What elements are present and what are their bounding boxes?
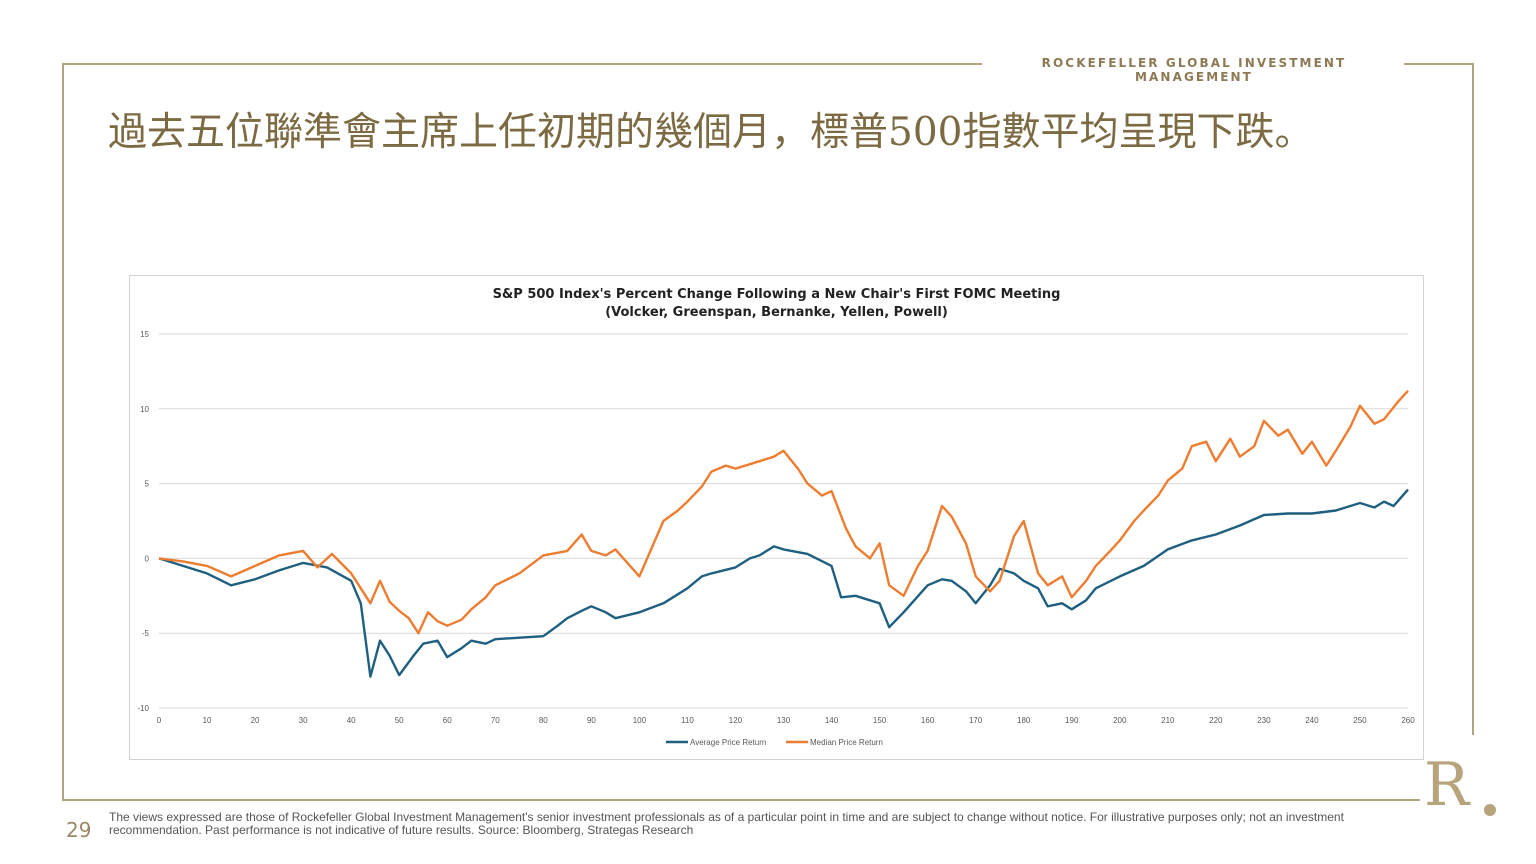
x-tick-label: 10: [203, 716, 212, 725]
rockefeller-logo: R: [1422, 750, 1502, 822]
x-tick-label: 110: [681, 716, 694, 725]
x-tick-label: 190: [1065, 716, 1079, 725]
page-number: 29: [66, 818, 92, 842]
y-tick-label: 10: [140, 405, 149, 414]
logo-dot: [1484, 804, 1496, 816]
x-tick-label: 120: [729, 716, 743, 725]
x-tick-label: 250: [1353, 716, 1367, 725]
x-tick-label: 80: [539, 716, 548, 725]
x-tick-label: 60: [443, 716, 452, 725]
x-tick-label: 100: [633, 716, 647, 725]
disclaimer-text: The views expressed are those of Rockefe…: [109, 810, 1344, 837]
y-tick-label: -10: [137, 704, 149, 713]
x-tick-label: 50: [395, 716, 404, 725]
x-tick-label: 0: [157, 716, 162, 725]
legend-label: Average Price Return: [690, 738, 766, 747]
chart-container: S&P 500 Index's Percent Change Following…: [129, 275, 1424, 760]
chart-subtitle: (Volcker, Greenspan, Bernanke, Yellen, P…: [605, 305, 948, 320]
x-tick-label: 230: [1257, 716, 1271, 725]
y-tick-label: 15: [140, 330, 149, 339]
x-tick-label: 170: [969, 716, 983, 725]
series-line-median: [158, 389, 1409, 635]
series-line-average: [158, 488, 1409, 678]
x-tick-label: 260: [1401, 716, 1415, 725]
chart-title: S&P 500 Index's Percent Change Following…: [492, 287, 1061, 302]
x-tick-label: 200: [1113, 716, 1127, 725]
x-tick-label: 20: [251, 716, 260, 725]
x-tick-label: 240: [1305, 716, 1319, 725]
y-tick-label: 0: [145, 554, 150, 563]
y-tick-label: 5: [145, 480, 150, 489]
x-tick-label: 220: [1209, 716, 1223, 725]
frame-top-left: [62, 63, 982, 65]
x-tick-label: 130: [777, 716, 791, 725]
x-tick-label: 140: [825, 716, 839, 725]
frame-left: [62, 63, 64, 801]
x-tick-label: 210: [1161, 716, 1175, 725]
x-tick-label: 180: [1017, 716, 1031, 725]
x-tick-label: 70: [491, 716, 500, 725]
y-tick-label: -5: [142, 629, 150, 638]
x-tick-label: 30: [299, 716, 308, 725]
x-tick-label: 90: [587, 716, 596, 725]
logo-letter: R: [1424, 750, 1470, 820]
page-title: 過去五位聯準會主席上任初期的幾個月，標普500指數平均呈現下跌。: [108, 110, 1314, 155]
x-tick-label: 160: [921, 716, 935, 725]
x-tick-label: 150: [873, 716, 887, 725]
frame-bottom: [62, 799, 1420, 801]
frame-right: [1472, 63, 1474, 735]
x-tick-label: 40: [347, 716, 356, 725]
brand-header: ROCKEFELLER GLOBAL INVESTMENT MANAGEMENT: [990, 56, 1398, 84]
legend-label: Median Price Return: [810, 738, 883, 747]
frame-top-right: [1404, 63, 1474, 65]
